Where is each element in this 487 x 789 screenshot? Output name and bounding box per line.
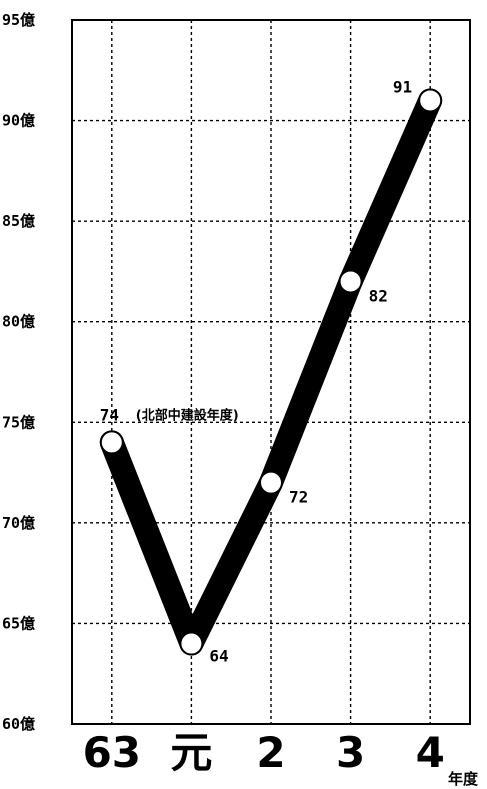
- y-tick-label: 95億: [2, 11, 35, 29]
- data-label: 82: [369, 286, 388, 305]
- data-point: [179, 631, 204, 656]
- data-label: 64: [209, 647, 228, 666]
- x-tick-label: 3: [336, 728, 365, 777]
- x-tick-label: 2: [256, 728, 285, 777]
- x-tick-label: 元: [170, 728, 212, 777]
- x-axis-unit-label: 年度: [448, 770, 479, 788]
- y-tick-label: 80億: [2, 313, 35, 331]
- data-markers: [99, 88, 443, 656]
- data-label: 74: [100, 405, 119, 424]
- data-point: [259, 470, 283, 495]
- x-axis-ticks: 63 元 2 3 4: [83, 728, 445, 777]
- y-tick-label: 85億: [2, 212, 35, 230]
- x-tick-label: 4: [416, 728, 445, 777]
- data-label: 72: [289, 488, 308, 507]
- data-labels: 74 64 72 82 91 (北部中建設年度): [100, 77, 412, 665]
- data-annotation: (北部中建設年度): [136, 407, 239, 423]
- data-point: [418, 88, 443, 113]
- y-tick-label: 70億: [2, 514, 35, 532]
- x-tick-label: 63: [83, 728, 141, 777]
- data-label: 91: [393, 77, 412, 96]
- plot-frame: [71, 19, 471, 725]
- y-tick-label: 90億: [2, 112, 35, 130]
- y-tick-label: 75億: [2, 413, 35, 431]
- data-point: [99, 430, 124, 455]
- y-tick-label: 65億: [2, 614, 35, 632]
- y-tick-label: 60億: [2, 715, 35, 733]
- y-axis-ticks: 60億 65億 70億 75億 80億 85億 90億 95億: [2, 11, 35, 733]
- data-point: [338, 269, 363, 294]
